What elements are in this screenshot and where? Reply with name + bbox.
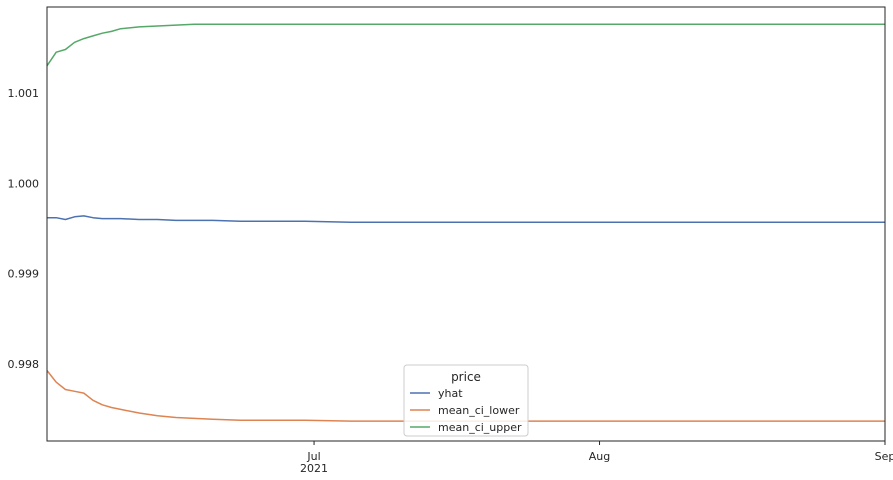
legend-entry-mean-ci-lower: mean_ci_lower	[438, 404, 520, 417]
y-tick-label: 1.001	[8, 87, 40, 100]
series-line-mean-ci-upper	[46, 23, 885, 67]
lines-layer	[46, 23, 885, 422]
y-tick-label: 0.998	[8, 358, 40, 371]
x-tick-label: Sep	[875, 450, 893, 463]
y-tick-label: 0.999	[8, 268, 40, 281]
x-tick-label: Aug	[589, 450, 610, 463]
y-tick-label: 1.000	[8, 177, 40, 190]
legend-box	[403, 364, 529, 437]
legend-entry-yhat: yhat	[438, 387, 463, 400]
legend-title: price	[451, 370, 481, 384]
series-line-yhat	[47, 215, 885, 223]
legend-entry-mean-ci-upper: mean_ci_upper	[438, 421, 522, 434]
x-tick-label: Jul	[306, 450, 320, 463]
y-axis-ticks: 0.998 0.999 1.000 1.001	[8, 87, 40, 371]
plot-frame	[46, 6, 886, 442]
series-line-mean-ci-lower	[46, 370, 885, 422]
legend: price yhat mean_ci_lower mean_ci_upper	[403, 364, 529, 437]
x-tick-sublabel: 2021	[300, 462, 328, 475]
